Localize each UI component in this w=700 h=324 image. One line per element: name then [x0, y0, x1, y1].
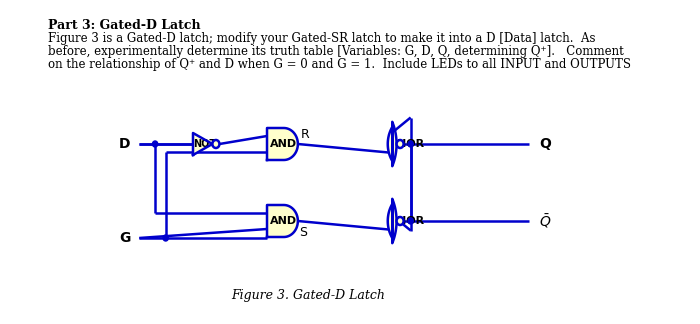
Text: on the relationship of Q⁺ and D when G = 0 and G = 1.  Include LEDs to all INPUT: on the relationship of Q⁺ and D when G =…: [48, 58, 631, 71]
Text: R: R: [300, 128, 309, 141]
Text: G: G: [119, 231, 130, 245]
Polygon shape: [388, 122, 397, 166]
Text: Figure 3 is a Gated-D latch; modify your Gated-SR latch to make it into a D [Dat: Figure 3 is a Gated-D latch; modify your…: [48, 32, 596, 45]
Circle shape: [408, 141, 413, 147]
Polygon shape: [267, 128, 298, 160]
Text: Q: Q: [539, 137, 551, 151]
Text: Figure 3. Gated-D Latch: Figure 3. Gated-D Latch: [232, 289, 386, 302]
Text: AND: AND: [270, 139, 298, 149]
Polygon shape: [388, 199, 397, 243]
Text: before, experimentally determine its truth table [Variables: G, D, Q, determinin: before, experimentally determine its tru…: [48, 45, 624, 58]
Polygon shape: [267, 205, 298, 237]
Circle shape: [397, 140, 404, 148]
Text: Part 3: Gated-D Latch: Part 3: Gated-D Latch: [48, 19, 201, 32]
Circle shape: [153, 141, 158, 147]
Text: NOR: NOR: [397, 139, 424, 149]
Text: NOT: NOT: [193, 139, 216, 149]
Circle shape: [212, 140, 219, 148]
Text: S: S: [299, 226, 307, 239]
Circle shape: [408, 218, 413, 224]
Circle shape: [397, 217, 404, 225]
Polygon shape: [193, 133, 212, 155]
Text: NOR: NOR: [397, 216, 424, 226]
Text: $\bar{Q}$: $\bar{Q}$: [539, 212, 552, 230]
Circle shape: [163, 235, 168, 241]
Text: AND: AND: [270, 216, 298, 226]
Text: D: D: [119, 137, 130, 151]
